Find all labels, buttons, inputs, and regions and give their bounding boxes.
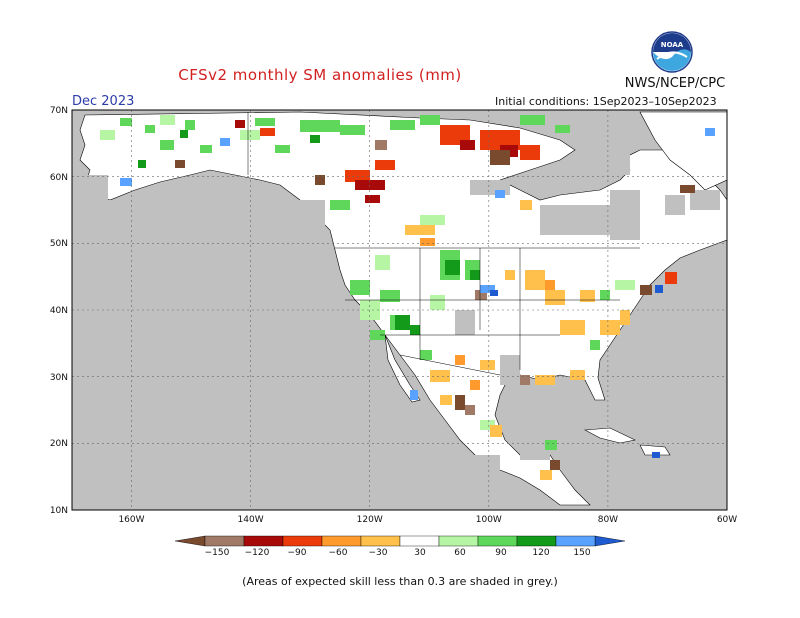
colorbar-cell <box>516 535 557 547</box>
colorbar-cell <box>438 535 479 547</box>
colorbar-label: −30 <box>369 548 388 558</box>
colorbar: −150 −120 −90 −60 −30 30 60 90 120 150 <box>174 535 626 558</box>
lat-label: 40N <box>50 306 68 316</box>
colorbar-label: 60 <box>454 548 466 558</box>
lon-label: 60W <box>717 515 737 525</box>
colorbar-label: −150 <box>205 548 230 558</box>
noaa-logo-icon: NOAA <box>651 31 693 73</box>
lon-label: 120W <box>357 515 383 525</box>
agency-label: NWS/NCEP/CPC <box>624 76 726 91</box>
low-skill-shading <box>78 150 720 470</box>
land-caribbean <box>583 427 671 456</box>
lon-label: 80W <box>598 515 618 525</box>
colorbar-cell <box>399 535 440 547</box>
initial-conditions: Initial conditions: 1Sep2023–10Sep2023 <box>495 95 717 108</box>
colorbar-cell <box>555 535 596 547</box>
colorbar-label: 30 <box>414 548 426 558</box>
colorbar-arrow-left <box>174 535 206 547</box>
colorbar-cell <box>321 535 362 547</box>
colorbar-label: 120 <box>532 548 549 558</box>
colorbar-cell <box>243 535 284 547</box>
lon-label: 100W <box>476 515 502 525</box>
logo-text: NOAA <box>661 41 684 49</box>
political-borders <box>247 112 640 376</box>
colorbar-label: −60 <box>329 548 348 558</box>
colorbar-label: 90 <box>495 548 507 558</box>
lat-label: 70N <box>50 106 68 116</box>
colorbar-cell <box>360 535 401 547</box>
lon-axis: 160W 140W 120W 100W 80W 60W <box>118 515 737 525</box>
lat-label: 30N <box>50 373 68 383</box>
lat-label: 50N <box>50 239 68 249</box>
colorbar-cell <box>204 535 245 547</box>
lat-label: 20N <box>50 439 68 449</box>
colorbar-cell <box>282 535 323 547</box>
graticule <box>72 110 727 510</box>
colorbar-cell <box>477 535 518 547</box>
colorbar-label: 150 <box>573 548 590 558</box>
colorbar-label: −90 <box>288 548 307 558</box>
chart-title: CFSv2 monthly SM anomalies (mm) <box>178 66 462 84</box>
footnote: (Areas of expected skill less than 0.3 a… <box>242 575 558 588</box>
lon-label: 140W <box>238 515 264 525</box>
map-frame <box>71 109 728 511</box>
anomaly-cells <box>100 115 715 480</box>
forecast-month: Dec 2023 <box>72 94 135 109</box>
lat-axis: 70N 60N 50N 40N 30N 20N 10N <box>50 106 68 516</box>
lat-label: 10N <box>50 506 68 516</box>
colorbar-arrow-right <box>594 535 626 547</box>
colorbar-label: −120 <box>245 548 270 558</box>
lon-label: 160W <box>118 515 144 525</box>
lat-label: 60N <box>50 173 68 183</box>
